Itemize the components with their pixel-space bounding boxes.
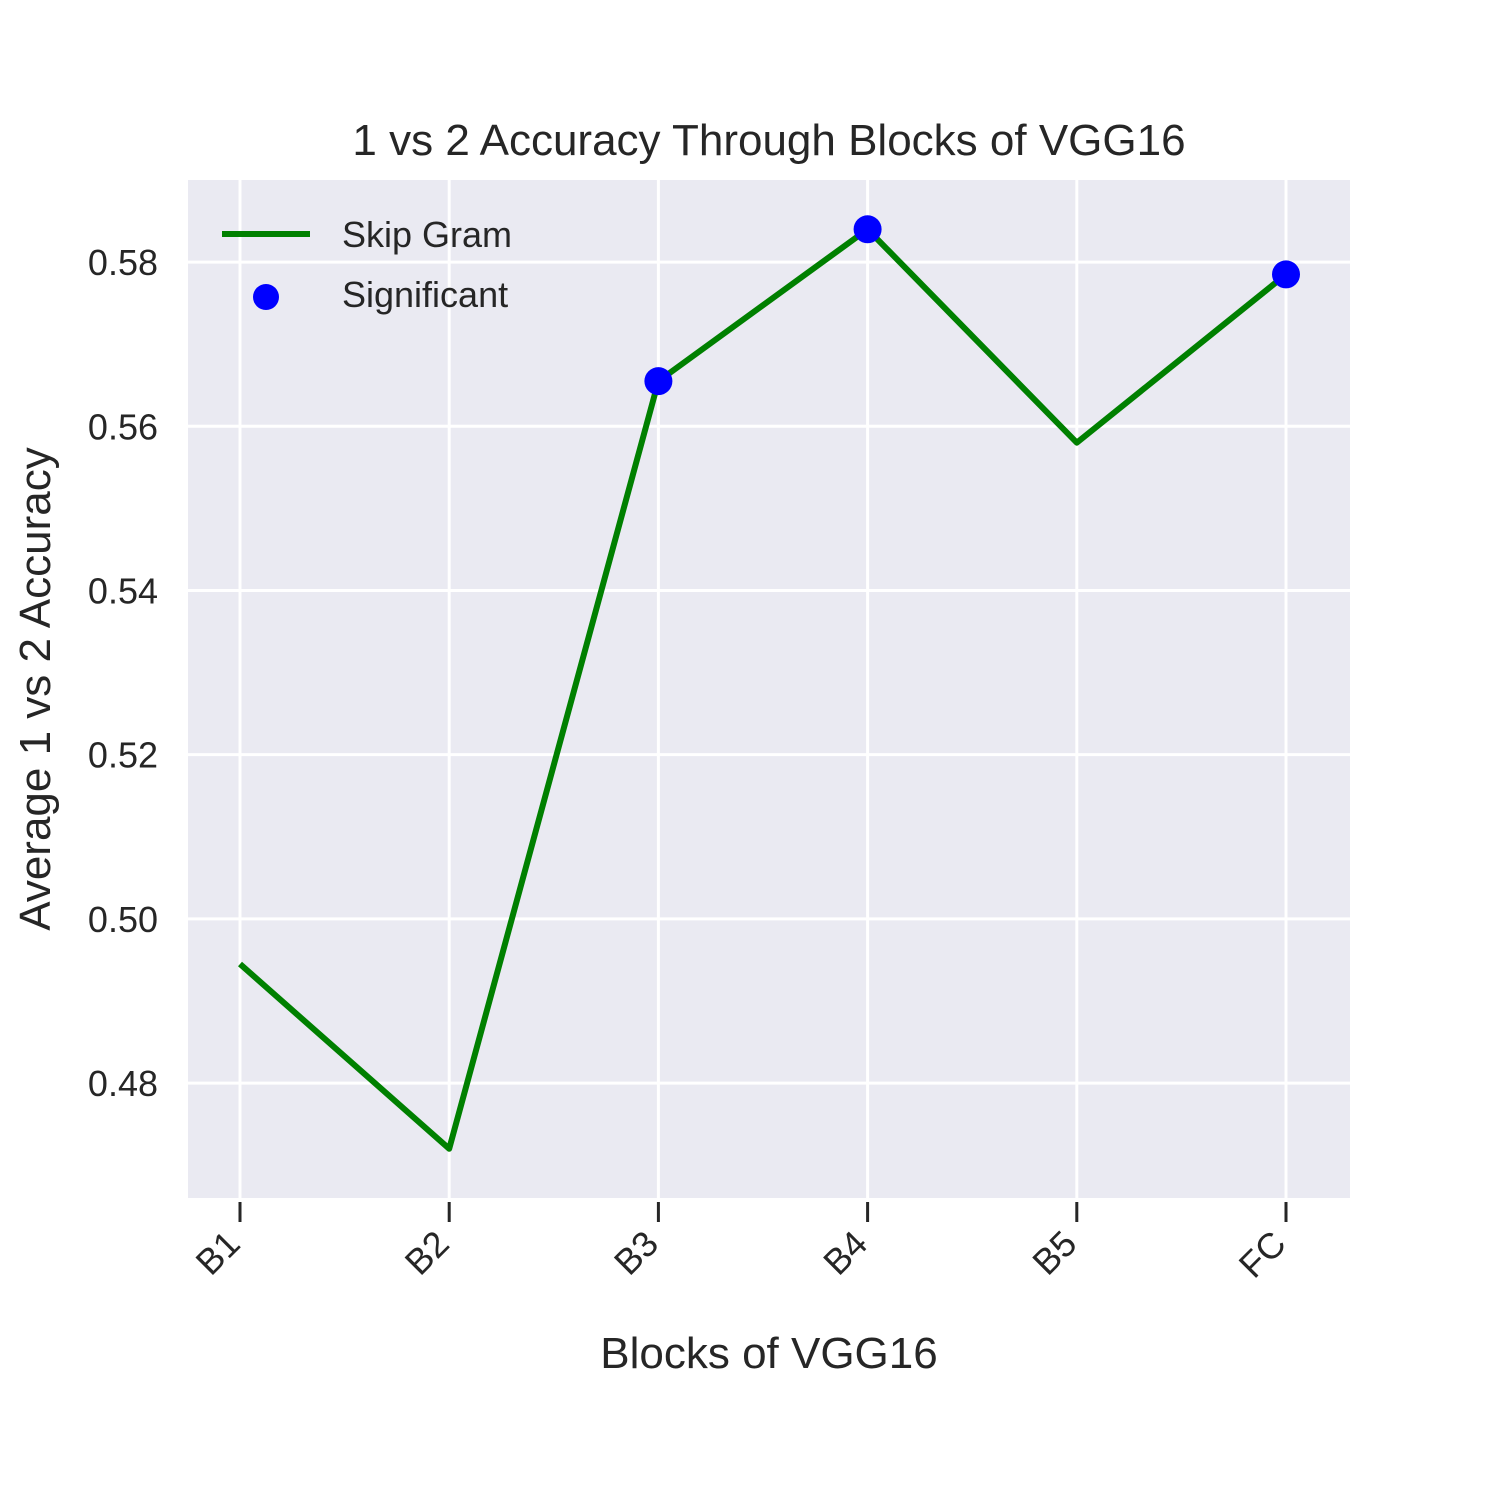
- significant-point: [644, 367, 673, 396]
- legend-label: Skip Gram: [342, 214, 512, 255]
- x-axis-label: Blocks of VGG16: [600, 1329, 937, 1378]
- x-tick-label: B5: [1024, 1223, 1084, 1283]
- y-axis-label: Average 1 vs 2 Accuracy: [11, 447, 60, 930]
- chart-title: 1 vs 2 Accuracy Through Blocks of VGG16: [352, 116, 1185, 165]
- x-tick-label: FC: [1231, 1223, 1294, 1286]
- plot-area: [188, 180, 1350, 1198]
- series-line-skip-gram: [238, 226, 1288, 1152]
- y-tick-label: 0.58: [88, 242, 158, 283]
- legend: Skip Gram Significant: [222, 214, 512, 315]
- grid-lines: [188, 180, 1350, 1198]
- significant-point: [853, 215, 882, 244]
- x-tick-label: B3: [606, 1223, 666, 1283]
- significant-point: [1272, 260, 1300, 289]
- x-tick-label: B4: [815, 1223, 875, 1283]
- legend-dot-marker: [253, 284, 279, 310]
- y-tick-label: 0.52: [88, 735, 158, 776]
- x-tick-label: B1: [188, 1223, 248, 1283]
- y-tick-label: 0.50: [88, 899, 158, 940]
- y-tick-label: 0.56: [88, 406, 158, 447]
- y-tick-label: 0.54: [88, 570, 158, 611]
- legend-label: Significant: [342, 274, 508, 315]
- x-tick-label: B2: [397, 1223, 457, 1283]
- x-axis-ticks: B1 B2 B3 B4 B5 FC: [188, 1202, 1294, 1286]
- series-layer: [238, 215, 1300, 1152]
- y-tick-label: 0.48: [88, 1063, 158, 1104]
- y-axis-ticks: 0.48 0.50 0.52 0.54 0.56 0.58: [88, 242, 158, 1104]
